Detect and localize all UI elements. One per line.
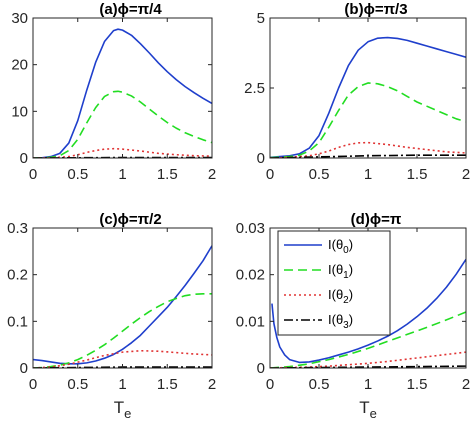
x-tick-label: 1.5: [157, 376, 178, 393]
series-line-2: [270, 141, 466, 158]
x-tick-label: 1.5: [407, 166, 428, 183]
panel-title: (b)ϕ=π/3: [344, 1, 407, 18]
y-tick-label: 0.3: [7, 220, 28, 237]
x-tick-label: 2: [462, 376, 470, 393]
x-tick-label: 0.5: [309, 166, 330, 183]
panel-title: (d)ϕ=π: [351, 211, 402, 228]
x-tick-label: 0.5: [67, 166, 88, 183]
legend-label-3: I(θ3): [328, 312, 353, 331]
series-line-2: [33, 349, 212, 368]
x-tick-label: 2: [208, 376, 216, 393]
x-tick-label: 2: [462, 166, 470, 183]
x-tick-label: 1.5: [157, 166, 178, 183]
x-tick-label: 0: [29, 376, 37, 393]
x-tick-label: 1.5: [407, 376, 428, 393]
x-tick-label: 0.5: [309, 376, 330, 393]
y-tick-label: 0.02: [236, 267, 265, 284]
series-line-1: [270, 311, 466, 368]
x-tick-label: 0: [266, 376, 274, 393]
x-tick-label: 1: [118, 376, 126, 393]
y-tick-label: 0: [257, 360, 265, 377]
chart-panel-2: 0 0.5 1 1.5 2 0 0.1 0.2 0.3 (c)ϕ=π/2 Te: [7, 211, 216, 421]
y-tick-label: 0.03: [236, 220, 265, 237]
y-tick-label: 0: [257, 150, 265, 167]
legend-label-2: I(θ2): [328, 287, 353, 306]
x-axis-label: Te: [114, 398, 132, 421]
x-tick-label: 1: [364, 166, 372, 183]
y-tick-label: 10: [11, 103, 28, 120]
y-tick-label: 2.5: [244, 80, 265, 97]
series-line-1: [33, 90, 212, 158]
series-line-2: [33, 147, 212, 158]
x-tick-label: 1: [118, 166, 126, 183]
panel-title: (c)ϕ=π/2: [99, 211, 161, 228]
legend-label-1: I(θ1): [328, 262, 353, 281]
legend-box: [277, 230, 391, 336]
x-tick-label: 1: [364, 376, 372, 393]
x-axis-label: Te: [359, 398, 377, 421]
chart-panel-3: 0 0.5 1 1.5 2 0 0.01 0.02 0.03 (d)ϕ=π Te I(θ0) I(θ1)…: [236, 211, 470, 421]
y-tick-label: 0: [20, 150, 28, 167]
y-tick-label: 0: [20, 360, 28, 377]
series-line-0: [33, 28, 212, 158]
y-tick-label: 20: [11, 57, 28, 74]
x-tick-label: 0.5: [67, 376, 88, 393]
chart-panel-1: 0 0.5 1 1.5 2 0 2.5 5 (b)ϕ=π/3: [244, 1, 470, 183]
series-line-0: [270, 36, 466, 158]
plot-area: [270, 18, 466, 158]
legend-label-0: I(θ0): [328, 237, 353, 256]
x-tick-label: 2: [208, 166, 216, 183]
y-tick-label: 0.2: [7, 267, 28, 284]
series-line-0: [33, 245, 212, 365]
series-line-1: [270, 82, 466, 158]
panel-title: (a)ϕ=π/4: [99, 1, 162, 18]
x-tick-label: 0: [266, 166, 274, 183]
x-tick-label: 0: [29, 166, 37, 183]
series-line-0: [271, 258, 466, 364]
plot-area: [33, 18, 212, 158]
y-tick-label: 30: [11, 10, 28, 27]
plot-area: [33, 228, 212, 368]
y-tick-label: 0.01: [236, 313, 265, 330]
y-tick-label: 5: [257, 10, 265, 27]
y-tick-label: 0.1: [7, 313, 28, 330]
legend: I(θ0) I(θ1) I(θ2) I(θ3): [277, 230, 391, 336]
